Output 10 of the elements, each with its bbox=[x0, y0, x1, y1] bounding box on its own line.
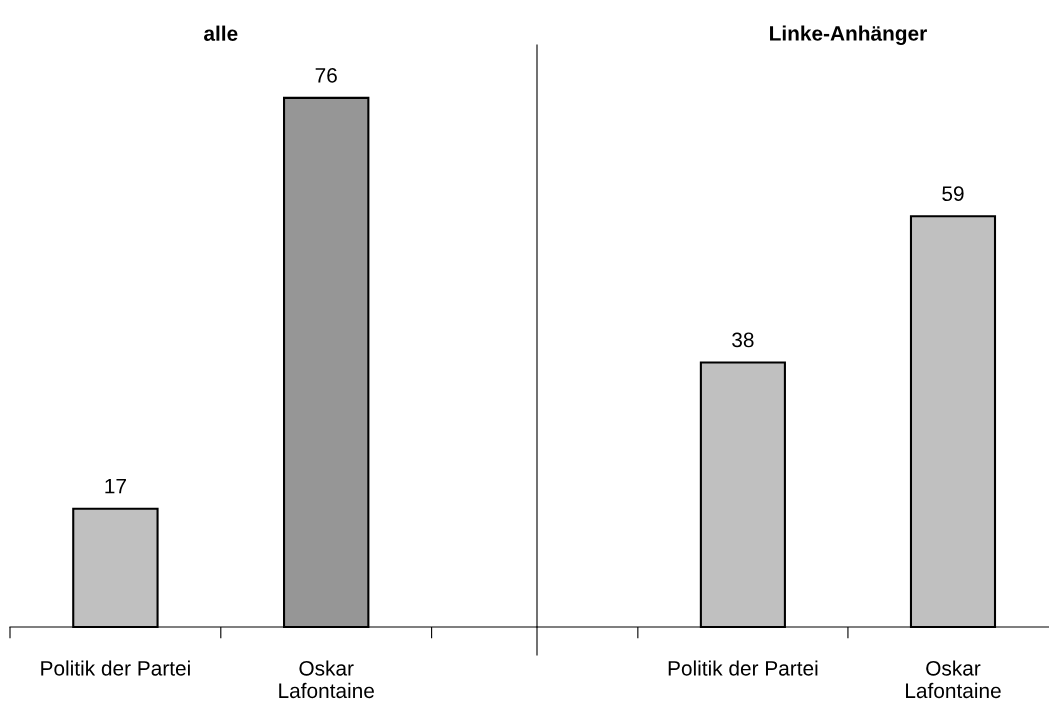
data-label: 38 bbox=[732, 332, 754, 348]
x-tick-label: Politik der Partei bbox=[41, 660, 190, 676]
data-label: 17 bbox=[105, 478, 126, 494]
chart-title: Linke-Anhänger bbox=[770, 25, 927, 45]
data-label: 59 bbox=[942, 186, 964, 202]
x-tick-label: Oskar Lafontaine bbox=[906, 660, 1001, 699]
x-tick-label: Oskar Lafontaine bbox=[279, 660, 374, 699]
data-label: 76 bbox=[315, 67, 337, 83]
x-tick-label: Politik der Partei bbox=[668, 660, 818, 676]
chart-title: alle bbox=[204, 25, 238, 41]
